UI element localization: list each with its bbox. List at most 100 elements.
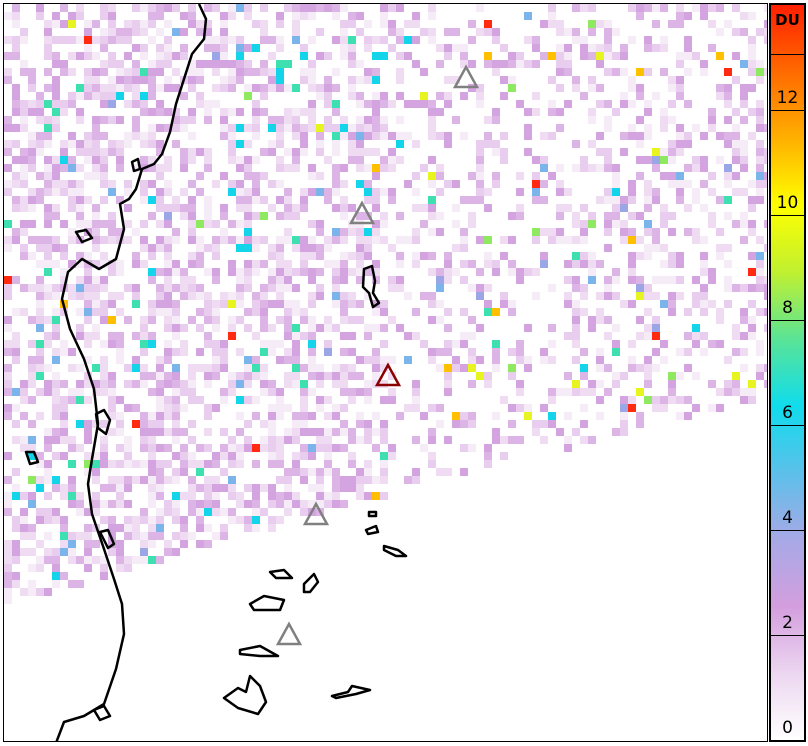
so2-pixel <box>316 500 324 508</box>
so2-pixel <box>492 108 500 116</box>
so2-pixel <box>204 268 212 276</box>
so2-pixel <box>276 36 284 44</box>
so2-pixel <box>100 116 108 124</box>
so2-pixel <box>404 356 412 364</box>
so2-pixel <box>236 428 244 436</box>
so2-pixel <box>740 12 748 20</box>
so2-pixel <box>588 268 596 276</box>
so2-pixel <box>444 348 452 356</box>
so2-pixel <box>212 324 220 332</box>
so2-pixel <box>580 308 588 316</box>
so2-pixel <box>668 84 676 92</box>
so2-pixel <box>100 180 108 188</box>
so2-pixel <box>484 52 492 60</box>
so2-pixel <box>36 348 44 356</box>
so2-pixel <box>276 516 284 524</box>
so2-pixel <box>44 444 52 452</box>
so2-pixel <box>572 260 580 268</box>
so2-pixel <box>516 356 524 364</box>
so2-pixel <box>556 84 564 92</box>
so2-pixel <box>332 268 340 276</box>
so2-pixel <box>188 452 196 460</box>
colorbar-tick <box>771 110 804 111</box>
so2-pixel <box>148 444 156 452</box>
so2-pixel <box>172 364 180 372</box>
so2-pixel <box>380 36 388 44</box>
so2-pixel <box>684 364 692 372</box>
so2-pixel <box>172 68 180 76</box>
so2-pixel <box>516 188 524 196</box>
so2-pixel <box>92 284 100 292</box>
so2-pixel <box>532 180 540 188</box>
so2-pixel <box>124 84 132 92</box>
so2-pixel <box>428 132 436 140</box>
so2-pixel <box>140 364 148 372</box>
so2-pixel <box>396 252 404 260</box>
so2-pixel <box>332 172 340 180</box>
so2-pixel <box>124 132 132 140</box>
so2-pixel <box>172 500 180 508</box>
so2-pixel <box>140 380 148 388</box>
so2-pixel <box>228 60 236 68</box>
so2-pixel <box>76 332 84 340</box>
so2-pixel <box>764 308 767 316</box>
so2-pixel <box>156 60 164 68</box>
so2-pixel <box>436 60 444 68</box>
so2-pixel <box>332 84 340 92</box>
so2-pixel <box>108 524 116 532</box>
so2-pixel <box>4 188 12 196</box>
so2-pixel <box>188 492 196 500</box>
so2-pixel <box>276 292 284 300</box>
so2-pixel <box>596 308 604 316</box>
so2-pixel <box>108 36 116 44</box>
so2-pixel <box>228 380 236 388</box>
so2-pixel <box>748 380 756 388</box>
so2-pixel <box>244 268 252 276</box>
so2-pixel <box>284 204 292 212</box>
so2-pixel <box>636 172 644 180</box>
so2-pixel <box>532 60 540 68</box>
so2-pixel <box>180 52 188 60</box>
so2-pixel <box>636 92 644 100</box>
so2-pixel <box>164 60 172 68</box>
so2-pixel <box>92 132 100 140</box>
so2-pixel <box>244 124 252 132</box>
so2-pixel <box>380 364 388 372</box>
so2-pixel <box>20 108 28 116</box>
so2-pixel <box>444 364 452 372</box>
so2-pixel <box>84 356 92 364</box>
so2-pixel <box>244 436 252 444</box>
so2-pixel <box>532 156 540 164</box>
so2-pixel <box>252 332 260 340</box>
so2-pixel <box>188 484 196 492</box>
so2-pixel <box>740 156 748 164</box>
so2-pixel <box>348 292 356 300</box>
so2-pixel <box>124 236 132 244</box>
so2-pixel <box>60 524 68 532</box>
so2-pixel <box>300 364 308 372</box>
so2-pixel <box>12 108 20 116</box>
island <box>367 510 378 518</box>
so2-pixel <box>268 388 276 396</box>
so2-pixel <box>204 28 212 36</box>
so2-pixel <box>220 388 228 396</box>
so2-pixel <box>4 372 12 380</box>
so2-pixel <box>68 52 76 60</box>
so2-pixel <box>76 84 84 92</box>
so2-pixel <box>692 292 700 300</box>
so2-pixel <box>324 444 332 452</box>
so2-pixel <box>260 484 268 492</box>
so2-pixel <box>676 372 684 380</box>
so2-pixel <box>644 356 652 364</box>
so2-pixel <box>380 420 388 428</box>
so2-pixel <box>476 188 484 196</box>
so2-pixel <box>364 188 372 196</box>
so2-pixel <box>372 148 380 156</box>
so2-pixel <box>252 268 260 276</box>
so2-pixel <box>60 20 68 28</box>
so2-pixel <box>548 4 556 12</box>
so2-pixel <box>596 412 604 420</box>
so2-pixel <box>284 228 292 236</box>
so2-pixel <box>108 148 116 156</box>
so2-pixel <box>164 44 172 52</box>
